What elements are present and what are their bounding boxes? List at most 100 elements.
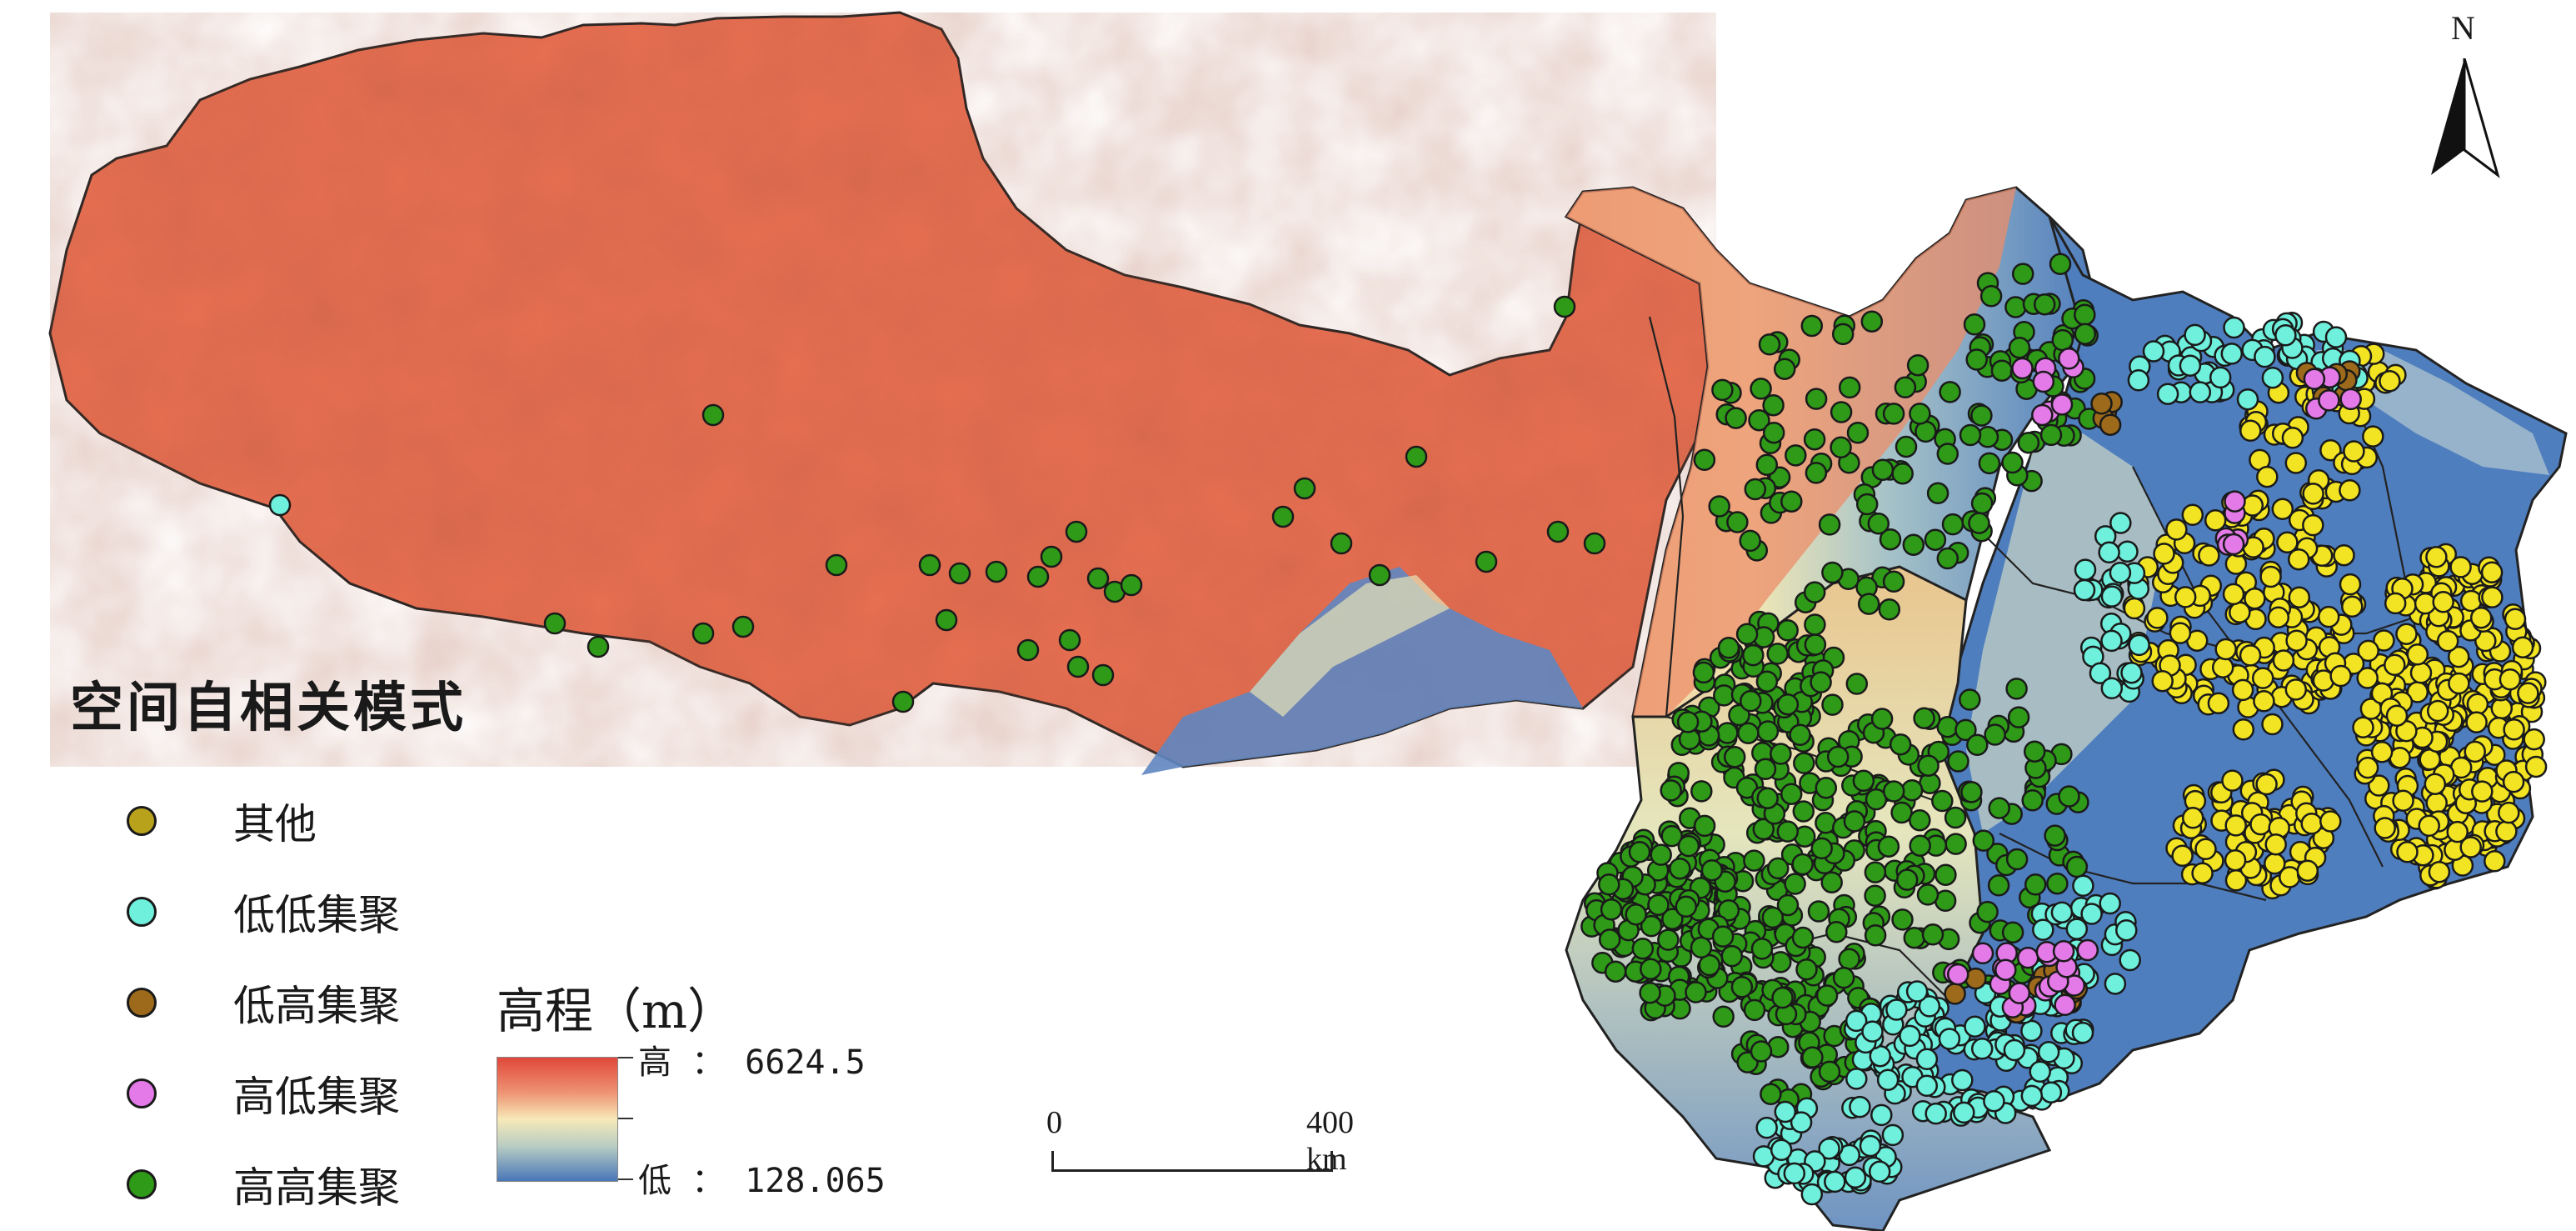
- point-low-low: [2184, 323, 2206, 347]
- point-low-low: [2032, 918, 2054, 941]
- point-high-high: [1776, 893, 1800, 917]
- point-low-low: [2100, 677, 2124, 700]
- point-other: [2264, 833, 2287, 856]
- point-other: [2484, 850, 2506, 873]
- point-high-high: [1830, 401, 1853, 423]
- point-other: [2224, 848, 2247, 872]
- point-high-high: [1720, 944, 1744, 968]
- point-high-high: [1770, 743, 1792, 765]
- point-low-low: [1824, 1170, 1846, 1193]
- north-label: N: [2451, 9, 2475, 47]
- point-other: [2123, 597, 2146, 620]
- point-other: [2425, 792, 2448, 814]
- point-low-low: [2037, 1041, 2060, 1063]
- point-other: [2406, 643, 2429, 666]
- point-high-high: [1661, 908, 1684, 930]
- point-other: [2469, 606, 2493, 629]
- point-high-high: [1725, 407, 1747, 429]
- legend-label-other: 其他: [233, 799, 317, 848]
- point-low-low: [1845, 1068, 1868, 1090]
- point-low-low: [2120, 661, 2143, 684]
- point-high-high: [2004, 296, 2027, 318]
- point-high-high: [1890, 801, 1913, 824]
- point-high-high: [2017, 431, 2040, 454]
- point-high-high: [1970, 404, 1993, 427]
- point-high-high: [1826, 745, 1850, 768]
- point-low-low: [2119, 948, 2141, 972]
- point-high-high: [1921, 923, 1944, 946]
- point-high-low: [2303, 368, 2326, 390]
- point-high-high: [825, 553, 848, 577]
- point-high-high: [1065, 520, 1088, 543]
- point-high-high: [1815, 777, 1838, 799]
- point-other: [2523, 728, 2545, 751]
- point-low-low: [2020, 1084, 2044, 1108]
- point-high-high: [1735, 623, 1759, 646]
- point-high-high: [1650, 843, 1672, 866]
- point-high-high: [1016, 638, 1040, 662]
- point-low-low: [2156, 383, 2179, 405]
- point-high-high: [1625, 903, 1647, 926]
- scale-bar-line: [1051, 1169, 1333, 1172]
- point-other: [2368, 774, 2390, 797]
- point-low-low: [2065, 918, 2089, 940]
- point-high-high: [1091, 663, 1115, 687]
- point-low-low: [1783, 1162, 1806, 1185]
- region-tibet-valley: [1141, 567, 1583, 775]
- point-high-high: [1743, 998, 1766, 1022]
- point-other: [2464, 740, 2486, 763]
- point-high-high: [1750, 1040, 1773, 1063]
- point-high-high: [1330, 532, 1353, 555]
- point-high-high: [1810, 671, 1832, 693]
- cluster-legend: 空间自相关模式 其他 低低集聚 低高集聚 高低集聚 高高集聚: [70, 665, 467, 1229]
- point-low-low: [1938, 1028, 1961, 1050]
- point-other: [2511, 636, 2534, 658]
- legend-swatch-other: [127, 805, 157, 836]
- point-high-high: [1583, 532, 1606, 555]
- point-low-low: [2116, 540, 2139, 563]
- point-high-high: [1793, 752, 1815, 774]
- point-high-high: [1405, 445, 1428, 468]
- point-high-high: [2005, 678, 2028, 700]
- point-high-high: [1803, 428, 1826, 451]
- point-low-low: [1790, 1111, 1813, 1133]
- point-other: [2414, 592, 2437, 615]
- point-other: [2214, 638, 2237, 661]
- point-other: [2503, 718, 2525, 741]
- point-high-high: [1889, 733, 1912, 756]
- point-high-high: [1805, 388, 1828, 410]
- point-other: [2424, 773, 2447, 795]
- point-high-high: [1776, 820, 1800, 843]
- point-low-low: [1876, 1068, 1900, 1091]
- point-high-high: [2021, 789, 2044, 812]
- point-high-high: [1909, 834, 1931, 857]
- point-high-high: [2051, 328, 2074, 352]
- point-other: [2409, 662, 2433, 684]
- point-high-high: [1864, 924, 1887, 947]
- point-high-high: [1924, 528, 1947, 551]
- point-other: [2284, 678, 2308, 701]
- point-other: [2459, 836, 2482, 858]
- point-low-low: [1861, 1020, 1884, 1043]
- point-other: [2447, 645, 2470, 668]
- point-other: [2395, 623, 2418, 645]
- point-high-high: [1058, 628, 1081, 652]
- point-other: [2181, 807, 2204, 829]
- point-high-high: [1860, 310, 1884, 333]
- point-other: [2517, 682, 2539, 704]
- point-high-high: [1760, 1083, 1782, 1106]
- point-other: [2392, 789, 2414, 812]
- point-high-high: [1784, 873, 1806, 895]
- point-high-high: [1990, 359, 2014, 382]
- point-high-high: [1931, 789, 1954, 813]
- point-other: [2449, 556, 2472, 578]
- point-high-high: [1965, 348, 1988, 371]
- point-high-high: [1926, 482, 1949, 505]
- point-other: [2272, 649, 2295, 672]
- point-high-high: [701, 403, 725, 427]
- point-high-high: [1939, 381, 1961, 403]
- point-high-high: [1947, 750, 1969, 773]
- point-high-high: [1762, 421, 1785, 444]
- point-high-high: [1780, 783, 1803, 805]
- point-high-high: [2065, 855, 2089, 878]
